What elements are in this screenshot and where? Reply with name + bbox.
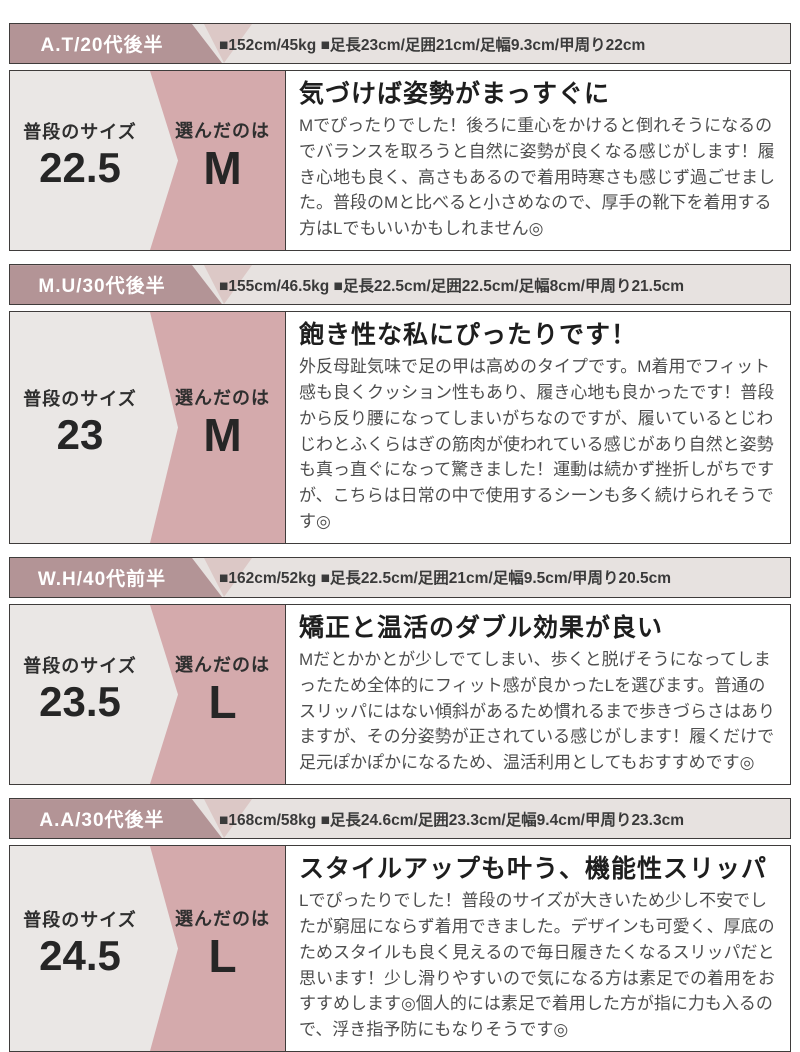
review-card: A.A/30代後半 ■168cm/58kg ■足長24.6cm/足囲23.3cm… [9, 798, 791, 1052]
chosen-size-label: 選んだのは [175, 388, 270, 409]
chosen-size-wrap: 選んだのは L [160, 605, 285, 784]
reviewer-measurements: ■152cm/45kg ■足長23cm/足囲21cm/足幅9.3cm/甲周り22… [219, 36, 646, 54]
review-card: A.T/20代後半 ■152cm/45kg ■足長23cm/足囲21cm/足幅9… [9, 23, 791, 252]
chosen-size-value: M [203, 409, 242, 462]
review-body-box: 普段のサイズ 23 選んだのは M 飽き性な私にぴったりです！ 外反母趾気味で足… [9, 311, 791, 544]
size-info-zone: 普段のサイズ 22.5 選んだのは M [10, 71, 286, 251]
usual-size-value: 22.5 [39, 144, 121, 192]
chosen-size-wrap: 選んだのは L [160, 846, 285, 1051]
reviewer-name-ribbon [10, 265, 222, 305]
reviewer-name-ribbon [10, 24, 222, 63]
review-text-zone: 飽き性な私にぴったりです！ 外反母趾気味で足の甲は高めのタイプです。M着用でフィ… [286, 312, 790, 543]
usual-size-label: 普段のサイズ [23, 910, 137, 931]
review-text-zone: 気づけば姿勢がまっすぐに Mでぴったりでした！後ろに重心をかけると倒れそうになる… [286, 71, 790, 251]
chosen-size-value: M [203, 142, 242, 195]
reviewer-header-bar: A.T/20代後半 ■152cm/45kg ■足長23cm/足囲21cm/足幅9… [9, 23, 791, 64]
chosen-size-value: L [208, 676, 237, 729]
review-body-box: 普段のサイズ 24.5 選んだのは L スタイルアップも叶う、機能性スリッパ L… [9, 845, 791, 1052]
usual-size-arrow: 普段のサイズ 22.5 [10, 71, 178, 251]
review-title: スタイルアップも叶う、機能性スリッパ [299, 855, 768, 884]
reviewer-header-bar: M.U/30代後半 ■155cm/46.5kg ■足長22.5cm/足囲22.5… [9, 264, 791, 306]
chosen-size-wrap: 選んだのは M [160, 71, 285, 250]
usual-size-value: 23.5 [39, 678, 121, 726]
usual-size-label: 普段のサイズ [23, 656, 137, 677]
usual-size-label: 普段のサイズ [23, 389, 137, 410]
usual-size-arrow: 普段のサイズ 23.5 [10, 604, 178, 785]
reviewer-name-ribbon [10, 557, 222, 597]
review-body-box: 普段のサイズ 23.5 選んだのは L 矯正と温活のダブル効果が良い Mだとかか… [9, 603, 791, 786]
chosen-size-label: 選んだのは [175, 909, 270, 930]
review-title: 飽き性な私にぴったりです！ [299, 321, 638, 350]
chosen-size-label: 選んだのは [175, 655, 270, 676]
review-body-box: 普段のサイズ 22.5 選んだのは M 気づけば姿勢がまっすぐに Mでぴったりで… [9, 70, 791, 252]
chosen-size-value: L [208, 930, 237, 983]
reviewer-measurements: ■162cm/52kg ■足長22.5cm/足囲21cm/足幅9.5cm/甲周り… [219, 570, 672, 588]
reviewer-measurements: ■155cm/46.5kg ■足長22.5cm/足囲22.5cm/足幅8cm/甲… [219, 277, 685, 295]
review-paragraph: Mだとかかとが少しでてしまい、歩くと脱げそうになってしまったため全体的にフィット… [299, 649, 775, 773]
usual-size-arrow: 普段のサイズ 24.5 [10, 846, 178, 1052]
review-card: M.U/30代後半 ■155cm/46.5kg ■足長22.5cm/足囲22.5… [9, 264, 791, 544]
review-card: W.H/40代前半 ■162cm/52kg ■足長22.5cm/足囲21cm/足… [9, 556, 791, 786]
usual-size-value: 23 [56, 411, 104, 459]
size-info-zone: 普段のサイズ 24.5 選んだのは L [10, 846, 286, 1052]
usual-size-label: 普段のサイズ [23, 122, 137, 143]
chosen-size-label: 選んだのは [175, 121, 270, 142]
review-paragraph: Lでぴったりでした！普段のサイズが大きいため少し不安でしたが窮屈にならず着用でき… [299, 891, 775, 1040]
review-paragraph: Mでぴったりでした！後ろに重心をかけると倒れそうになるのでバランスを取ろうと自然… [299, 116, 775, 239]
review-paragraph: 外反母趾気味で足の甲は高めのタイプです。M着用でフィット感も良くクッション性もあ… [299, 357, 775, 532]
usual-size-value: 24.5 [39, 932, 121, 980]
usual-size-arrow: 普段のサイズ 23 [10, 312, 178, 543]
review-title: 気づけば姿勢がまっすぐに [299, 80, 611, 108]
reviewer-measurements: ■168cm/58kg ■足長24.6cm/足囲23.3cm/足幅9.4cm/甲… [219, 811, 685, 829]
size-info-zone: 普段のサイズ 23.5 選んだのは L [10, 604, 286, 785]
reviewer-name: W.H/40代前半 [37, 568, 167, 590]
reviewer-name-ribbon [10, 799, 222, 839]
reviewer-name: A.A/30代後半 [39, 810, 165, 832]
reviewer-header-bar: W.H/40代前半 ■162cm/52kg ■足長22.5cm/足囲21cm/足… [9, 556, 791, 598]
reviewer-header-bar: A.A/30代後半 ■168cm/58kg ■足長24.6cm/足囲23.3cm… [9, 798, 791, 840]
review-title: 矯正と温活のダブル効果が良い [299, 613, 664, 642]
size-info-zone: 普段のサイズ 23 選んだのは M [10, 312, 286, 543]
review-text-zone: スタイルアップも叶う、機能性スリッパ Lでぴったりでした！普段のサイズが大きいた… [286, 846, 790, 1052]
reviewer-name: M.U/30代後半 [38, 276, 166, 298]
review-text-zone: 矯正と温活のダブル効果が良い Mだとかかとが少しでてしまい、歩くと脱げそうになっ… [286, 604, 790, 785]
reviewer-name: A.T/20代後半 [40, 35, 164, 56]
chosen-size-wrap: 選んだのは M [160, 312, 285, 543]
